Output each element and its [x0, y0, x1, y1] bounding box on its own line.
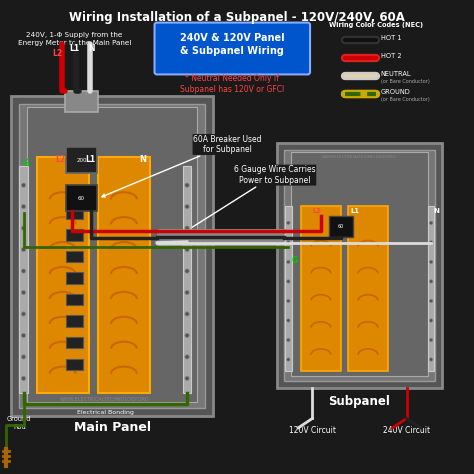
Circle shape: [429, 260, 433, 264]
Text: 60A Breaker Used
for Subpanel: 60A Breaker Used for Subpanel: [102, 135, 262, 197]
Bar: [66, 251, 83, 262]
Text: Subpanel: Subpanel: [328, 395, 391, 409]
Bar: [66, 358, 83, 370]
Circle shape: [185, 247, 189, 252]
Text: * Neutral Needed Only if
Subpanel has 120V or GFCI: * Neutral Needed Only if Subpanel has 12…: [180, 74, 284, 94]
Circle shape: [287, 338, 290, 342]
Circle shape: [185, 312, 189, 316]
Bar: [11, 96, 213, 416]
Bar: [19, 104, 205, 408]
Circle shape: [21, 312, 26, 316]
Text: (or Bare Conductor): (or Bare Conductor): [381, 80, 429, 84]
Circle shape: [287, 299, 290, 302]
Text: Electrical Bonding: Electrical Bonding: [77, 410, 134, 415]
Bar: [348, 206, 388, 371]
Text: N: N: [139, 155, 146, 164]
Text: L1: L1: [85, 155, 95, 164]
Text: 6 Gauge Wire Carries
Power to Subpanel: 6 Gauge Wire Carries Power to Subpanel: [184, 165, 316, 232]
Circle shape: [429, 338, 433, 342]
Circle shape: [21, 269, 26, 273]
Bar: [66, 273, 83, 284]
Bar: [66, 185, 97, 211]
Circle shape: [21, 333, 26, 337]
Bar: [66, 316, 83, 327]
Circle shape: [185, 333, 189, 337]
Text: Wiring Installation of a Subpanel - 120V/240V, 60A: Wiring Installation of a Subpanel - 120V…: [69, 11, 405, 24]
Circle shape: [185, 269, 189, 273]
Bar: [428, 206, 435, 371]
Text: L2: L2: [52, 49, 62, 58]
Circle shape: [429, 241, 433, 244]
Circle shape: [21, 183, 26, 187]
Text: (or Bare Conductor): (or Bare Conductor): [381, 97, 429, 102]
Bar: [98, 157, 150, 392]
Circle shape: [185, 291, 189, 295]
Text: 120V Circuit: 120V Circuit: [289, 426, 336, 435]
Circle shape: [21, 376, 26, 381]
Bar: [301, 206, 341, 371]
Text: 200: 200: [76, 158, 87, 163]
Circle shape: [287, 280, 290, 283]
Text: L2: L2: [313, 208, 321, 214]
Circle shape: [185, 376, 189, 381]
Circle shape: [21, 291, 26, 295]
Bar: [66, 229, 83, 241]
Circle shape: [429, 319, 433, 322]
Circle shape: [287, 319, 290, 322]
Circle shape: [21, 247, 26, 252]
Text: Main Panel: Main Panel: [73, 421, 151, 434]
Bar: [66, 337, 83, 348]
Circle shape: [429, 280, 433, 283]
Circle shape: [429, 221, 433, 225]
Text: NEUTRAL: NEUTRAL: [381, 71, 411, 77]
Circle shape: [185, 355, 189, 359]
Bar: [66, 294, 83, 305]
Text: WWW.ELECTRICALTECHNOLOGY.ORG: WWW.ELECTRICALTECHNOLOGY.ORG: [60, 397, 150, 402]
Text: Ground
Rod: Ground Rod: [7, 416, 32, 430]
Circle shape: [287, 221, 290, 225]
Circle shape: [185, 226, 189, 230]
Circle shape: [185, 204, 189, 209]
Bar: [36, 157, 89, 392]
Bar: [277, 143, 442, 388]
Text: N: N: [433, 208, 439, 214]
Text: G: G: [292, 256, 298, 265]
Text: G: G: [22, 159, 29, 168]
Text: N: N: [89, 44, 95, 53]
Bar: [66, 208, 83, 219]
Circle shape: [185, 183, 189, 187]
Bar: [27, 108, 197, 402]
Bar: [66, 147, 97, 173]
Bar: [329, 216, 354, 237]
FancyBboxPatch shape: [155, 23, 310, 74]
Text: HOT 2: HOT 2: [381, 53, 401, 59]
Circle shape: [21, 226, 26, 230]
Text: 240V Circuit: 240V Circuit: [383, 426, 430, 435]
Bar: [284, 150, 435, 381]
Circle shape: [21, 204, 26, 209]
Circle shape: [287, 358, 290, 361]
Text: HOT 1: HOT 1: [381, 35, 401, 41]
Circle shape: [21, 355, 26, 359]
Text: GROUND: GROUND: [381, 89, 410, 95]
Bar: [19, 166, 28, 392]
Bar: [285, 206, 292, 371]
Circle shape: [429, 299, 433, 302]
Text: 240V & 120V Panel
& Subpanel Wiring: 240V & 120V Panel & Subpanel Wiring: [180, 33, 284, 56]
Text: 240V, 1-Φ Supply from the
Energy Meter to the Main Panel: 240V, 1-Φ Supply from the Energy Meter t…: [18, 32, 131, 46]
Text: L1: L1: [350, 208, 359, 214]
Text: L1: L1: [69, 44, 80, 53]
Text: L2: L2: [55, 155, 65, 164]
Text: Wiring Color Codes (NEC): Wiring Color Codes (NEC): [329, 22, 423, 28]
Text: 60: 60: [338, 224, 344, 229]
Text: WWW.ELECTRICALTECHNOLOGY.ORG: WWW.ELECTRICALTECHNOLOGY.ORG: [322, 155, 397, 159]
Bar: [65, 91, 98, 112]
Bar: [183, 166, 191, 392]
Circle shape: [287, 260, 290, 264]
Circle shape: [287, 241, 290, 244]
Circle shape: [429, 358, 433, 361]
Text: 60: 60: [78, 196, 85, 201]
Bar: [291, 152, 428, 376]
